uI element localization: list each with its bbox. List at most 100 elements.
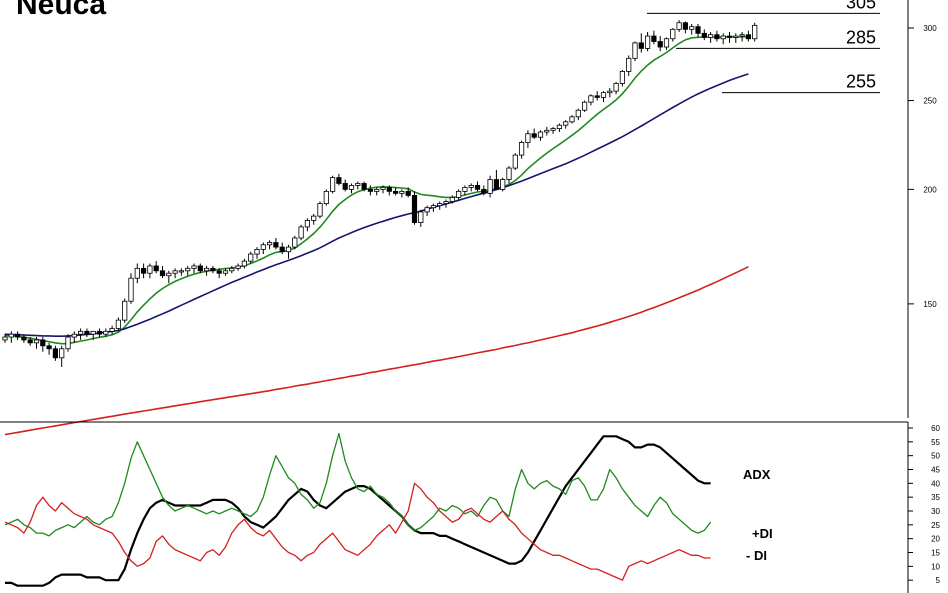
indicator-tick-label: 15	[931, 549, 940, 558]
candle	[153, 261, 159, 274]
level-lines: 305 285 255	[647, 0, 880, 94]
level-label: 305	[846, 0, 876, 12]
candle	[210, 265, 216, 274]
candle	[695, 24, 701, 38]
candle	[657, 36, 663, 52]
candle	[443, 199, 449, 208]
candle	[733, 33, 739, 43]
candle	[292, 235, 298, 250]
candle	[348, 183, 355, 194]
candle	[424, 205, 430, 217]
candle	[449, 195, 455, 204]
candle	[399, 189, 405, 198]
candle	[437, 201, 443, 210]
candle	[241, 258, 247, 269]
candle	[682, 21, 689, 34]
candle	[512, 153, 518, 170]
candle	[575, 108, 581, 121]
candle	[33, 337, 40, 349]
candle	[40, 337, 46, 352]
candle	[474, 181, 481, 192]
candle	[2, 334, 8, 343]
candle	[78, 328, 84, 340]
candle	[739, 32, 745, 42]
candle	[689, 24, 695, 35]
candle	[506, 166, 512, 184]
legend-minus-di: - DI	[746, 548, 767, 563]
candle	[651, 30, 657, 45]
candle	[455, 189, 462, 200]
candle	[323, 189, 329, 206]
candle	[361, 181, 367, 192]
candle	[600, 91, 607, 103]
candle	[128, 273, 134, 304]
candle	[380, 185, 386, 194]
candle	[254, 247, 260, 259]
candle	[285, 244, 292, 259]
candle	[197, 263, 203, 274]
candle	[493, 169, 500, 190]
candle	[273, 237, 279, 250]
price-tick-label: 150	[923, 300, 937, 309]
candle	[311, 214, 317, 225]
candle	[109, 325, 115, 335]
candle	[248, 251, 254, 264]
candle	[8, 331, 14, 343]
candle	[298, 224, 304, 241]
candle	[355, 181, 361, 190]
ma-line-green	[4, 35, 749, 345]
candle	[569, 115, 575, 124]
candle	[235, 263, 241, 271]
candle	[752, 22, 758, 42]
indicator-tick-label: 45	[931, 466, 940, 475]
candle	[59, 345, 65, 367]
candle	[166, 270, 172, 284]
candle	[222, 268, 229, 276]
ma-line-blue	[4, 73, 749, 338]
level-label: 255	[846, 72, 876, 92]
candle	[191, 263, 197, 274]
candle	[14, 331, 21, 340]
candle	[588, 94, 594, 106]
indicator-tick-label: 35	[931, 493, 940, 502]
candle	[386, 185, 392, 196]
candle	[46, 342, 52, 355]
candle	[632, 41, 638, 62]
candle	[122, 298, 128, 323]
indicator-tick-label: 60	[931, 424, 940, 433]
candle	[720, 33, 726, 45]
candle	[96, 328, 103, 338]
indicator-tick-label: 25	[931, 521, 940, 530]
candle	[159, 265, 166, 279]
candle	[556, 123, 563, 133]
indicator-panel: 5 10 15 20 25 30 35 40 45 50 55 60 ADX +DI - DI	[4, 422, 941, 593]
candle	[147, 263, 153, 279]
candle	[626, 55, 632, 76]
candle	[374, 187, 380, 196]
candle	[462, 185, 468, 196]
candle	[115, 317, 121, 332]
candle	[708, 32, 714, 43]
candle	[638, 33, 644, 53]
candle	[537, 130, 544, 141]
candlesticks	[2, 20, 758, 367]
candle	[701, 29, 707, 41]
candle	[745, 30, 752, 42]
candle	[418, 209, 424, 227]
candle	[367, 185, 374, 196]
candle	[594, 91, 600, 101]
candle	[21, 334, 27, 343]
candle	[487, 175, 493, 198]
candle	[676, 20, 682, 33]
candle	[203, 265, 210, 276]
candle	[405, 187, 411, 198]
candle	[468, 183, 474, 192]
price-panel: 305 285 255 150 200 250 300 Neuca	[2, 0, 937, 436]
indicator-tick-label: 30	[931, 507, 940, 516]
candle	[27, 337, 33, 346]
candle	[613, 81, 619, 95]
candle	[317, 201, 323, 219]
indicator-tick-label: 5	[936, 576, 941, 585]
candle	[544, 126, 550, 136]
